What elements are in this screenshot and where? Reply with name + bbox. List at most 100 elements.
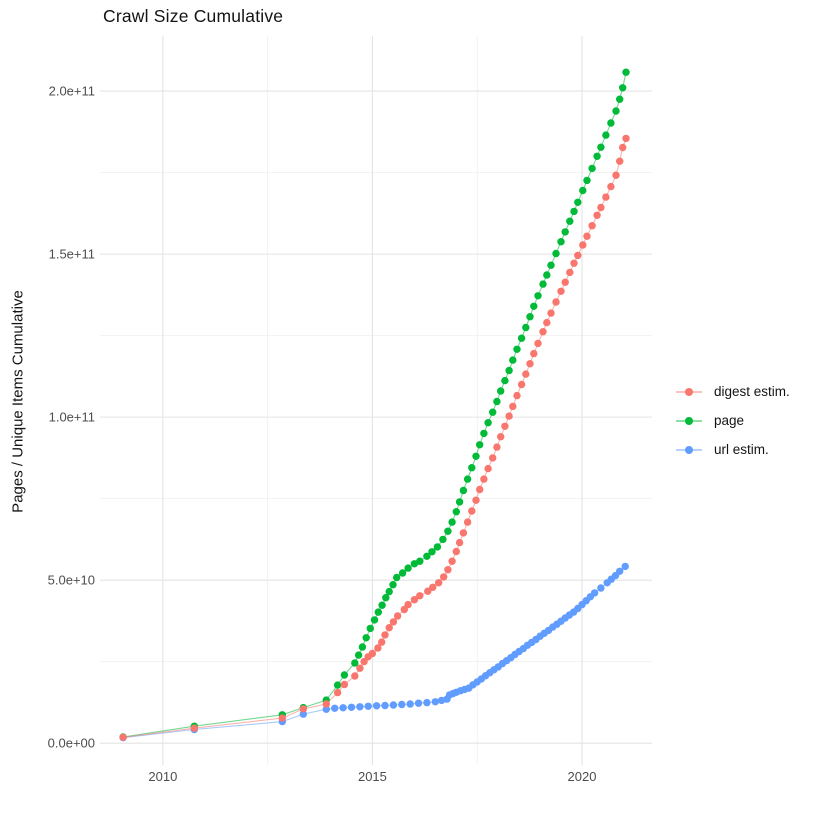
series-point-page xyxy=(333,681,342,689)
series-point-digest-estim- xyxy=(448,557,456,565)
series-point-digest-estim- xyxy=(602,193,610,201)
y-tick-label: 2.0e+11 xyxy=(49,84,95,99)
series-point-digest-estim- xyxy=(522,370,530,378)
series-point-page xyxy=(354,651,363,659)
series-point-digest-estim- xyxy=(616,157,624,165)
series-point-page xyxy=(452,508,460,516)
series-point-page xyxy=(416,557,424,565)
series-point-page xyxy=(497,387,505,395)
series-point-digest-estim- xyxy=(583,232,591,240)
series-point-digest-estim- xyxy=(534,339,542,348)
series-point-digest-estim- xyxy=(333,688,342,697)
series-point-digest-estim- xyxy=(597,203,605,212)
series-point-url-estim- xyxy=(431,698,439,706)
legend-key-page xyxy=(676,414,702,428)
series-point-url-estim- xyxy=(331,704,339,712)
legend-key-dot-icon xyxy=(685,445,693,454)
series-point-url-estim- xyxy=(364,702,372,710)
series-point-page xyxy=(374,608,382,616)
series-point-url-estim- xyxy=(356,703,364,711)
series-point-digest-estim- xyxy=(299,705,307,713)
series-point-digest-estim- xyxy=(452,547,460,556)
series-point-url-estim- xyxy=(423,698,431,707)
series-point-digest-estim- xyxy=(552,298,560,306)
series-point-page xyxy=(378,601,386,609)
series-point-page xyxy=(493,397,501,406)
legend-key-dot-icon xyxy=(685,416,693,425)
series-point-digest-estim- xyxy=(429,583,437,591)
series-point-digest-estim- xyxy=(385,624,393,632)
series-point-page xyxy=(619,84,627,92)
series-point-digest-estim- xyxy=(497,433,505,441)
series-point-page xyxy=(561,228,569,236)
series-point-url-estim- xyxy=(414,699,423,707)
series-point-digest-estim- xyxy=(517,380,526,389)
series-point-page xyxy=(543,271,551,279)
series-point-url-estim- xyxy=(299,710,307,718)
series-point-digest-estim- xyxy=(393,612,402,620)
y-tick-label: 1.5e+11 xyxy=(49,247,95,262)
series-point-page xyxy=(574,198,582,206)
legend-key-url xyxy=(676,443,702,457)
series-point-digest-estim- xyxy=(278,714,286,722)
legend-label: digest estim. xyxy=(714,384,790,399)
series-point-digest-estim- xyxy=(588,222,596,230)
series-point-digest-estim- xyxy=(476,485,484,494)
x-tick-label: 2020 xyxy=(568,769,597,784)
series-point-page xyxy=(489,408,497,416)
series-point-page xyxy=(459,486,468,495)
y-tick-label: 5.0e+10 xyxy=(48,573,95,588)
y-tick-label: 0.0e+00 xyxy=(48,736,95,751)
series-point-digest-estim- xyxy=(455,538,464,547)
series-point-page xyxy=(433,543,442,551)
series-point-url-estim- xyxy=(389,701,398,709)
series-point-page xyxy=(389,581,397,589)
series-point-digest-estim- xyxy=(579,241,587,249)
series-point-url-estim- xyxy=(398,700,406,709)
y-tick-label: 1.0e+11 xyxy=(49,410,95,425)
chart-title: Crawl Size Cumulative xyxy=(103,6,284,26)
series-point-page xyxy=(358,643,367,651)
series-point-digest-estim- xyxy=(374,644,382,652)
series-point-page xyxy=(505,366,513,375)
series-point-digest-estim- xyxy=(435,579,443,587)
legend-key-digest xyxy=(676,385,702,399)
series-point-page xyxy=(526,313,534,321)
series-point-page xyxy=(370,616,379,624)
series-point-digest-estim- xyxy=(351,672,359,680)
series-point-page xyxy=(557,238,565,246)
series-point-url-estim- xyxy=(621,562,629,571)
series-point-digest-estim- xyxy=(539,328,547,336)
series-point-page xyxy=(588,164,596,173)
series-point-digest-estim- xyxy=(557,287,565,295)
series-point-digest-estim- xyxy=(574,251,582,260)
series-point-page xyxy=(616,95,624,103)
series-point-digest-estim- xyxy=(501,422,509,430)
series-point-digest-estim- xyxy=(404,600,412,609)
series-point-url-estim- xyxy=(616,567,624,575)
series-point-digest-estim- xyxy=(459,529,468,537)
legend-label: page xyxy=(714,413,745,428)
series-point-page xyxy=(366,624,374,633)
series-point-digest-estim- xyxy=(340,680,349,689)
series-point-digest-estim- xyxy=(505,412,513,420)
series-point-url-estim- xyxy=(347,703,356,711)
series-point-digest-estim- xyxy=(607,182,615,191)
series-point-page xyxy=(517,334,526,342)
series-point-page xyxy=(539,280,547,288)
series-point-page xyxy=(570,207,578,216)
legend-item-digest-estim: digest estim. xyxy=(676,377,790,406)
series-point-page xyxy=(566,217,574,225)
series-point-page xyxy=(463,475,472,483)
series-point-page xyxy=(612,107,620,115)
series-point-digest-estim- xyxy=(570,259,578,267)
series-point-page xyxy=(597,143,605,151)
series-point-page xyxy=(513,345,521,353)
series-point-page xyxy=(534,292,542,300)
legend-item-page: page xyxy=(676,406,790,435)
series-point-digest-estim- xyxy=(480,475,488,483)
series-point-url-estim- xyxy=(381,701,389,710)
series-point-page xyxy=(444,527,452,535)
